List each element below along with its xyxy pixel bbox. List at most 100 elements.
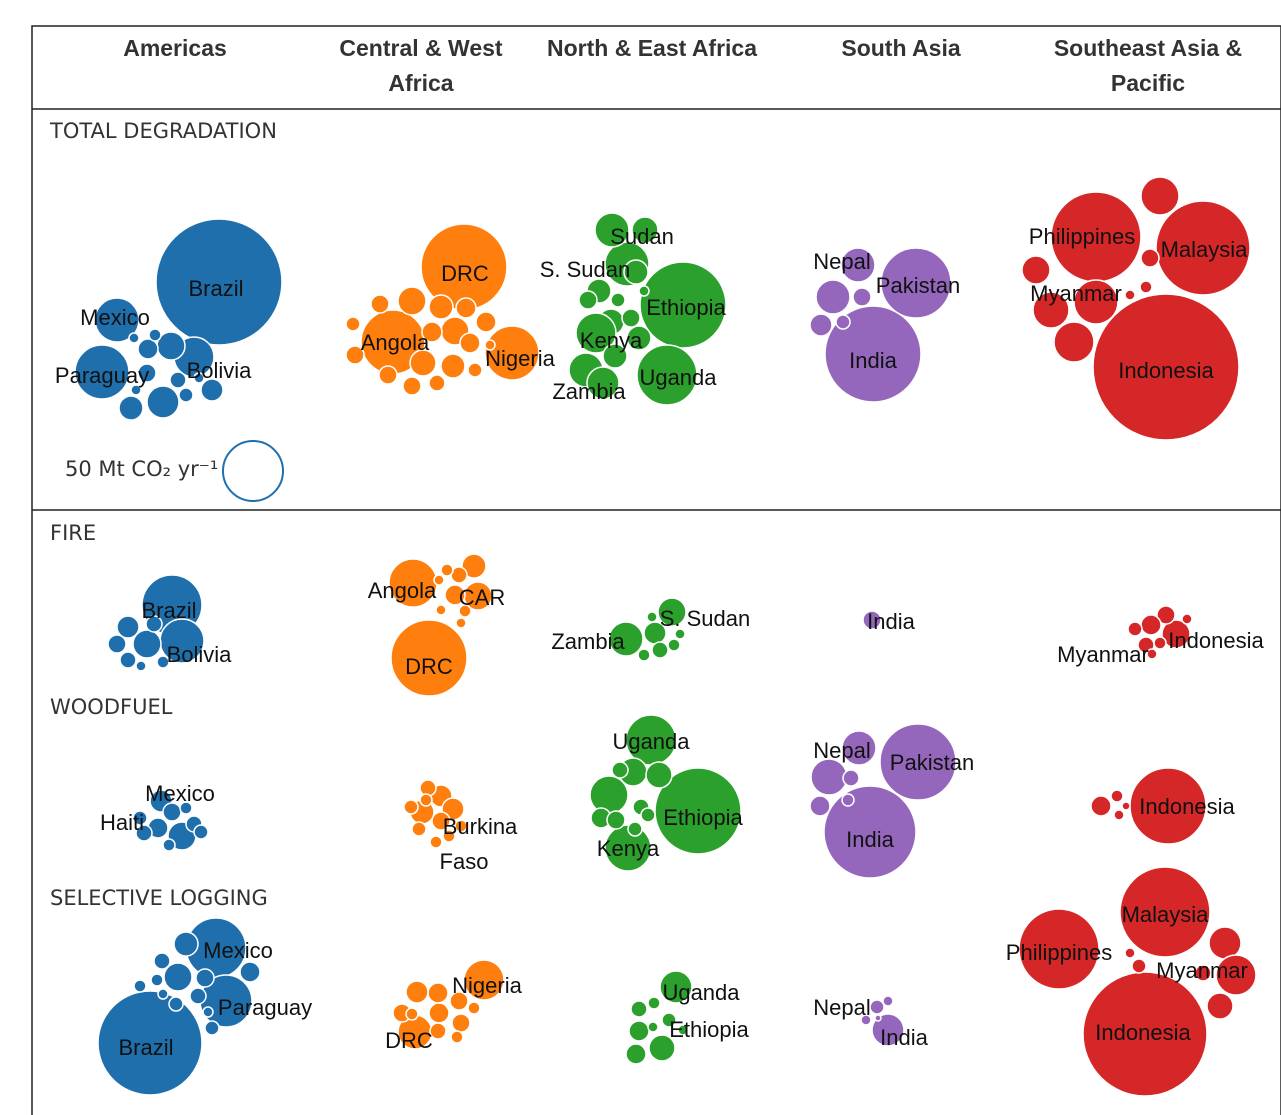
bubble-fire-southeast-asia-pacific-0 bbox=[1161, 619, 1191, 649]
bubble-selective-logging-americas-7 bbox=[189, 987, 207, 1005]
bubble-woodfuel-south-asia-6 bbox=[841, 793, 855, 807]
bubble-total-degradation-central-west-africa-14 bbox=[402, 376, 422, 396]
bubble-woodfuel-americas-8 bbox=[179, 801, 193, 815]
bubble-total-degradation-north-east-africa-1 bbox=[636, 344, 698, 406]
bubble-woodfuel-north-east-africa-5 bbox=[645, 761, 673, 789]
column-header-south-asia: South Asia bbox=[841, 35, 960, 61]
bubble-selective-logging-north-east-africa-4 bbox=[630, 1000, 648, 1018]
legend-scale-circle bbox=[222, 440, 284, 502]
bubble-total-degradation-southeast-asia-pacific-9 bbox=[1139, 280, 1153, 294]
bubble-fire-north-east-africa-6 bbox=[674, 628, 686, 640]
bubble-total-degradation-americas-5 bbox=[118, 395, 144, 421]
bubble-fire-americas-7 bbox=[156, 655, 170, 669]
bubble-selective-logging-americas-14 bbox=[202, 1006, 214, 1018]
bubble-selective-logging-southeast-asia-pacific-0 bbox=[1082, 971, 1208, 1097]
bubble-total-degradation-south-asia-3 bbox=[815, 279, 851, 315]
bubble-total-degradation-americas-13 bbox=[128, 332, 140, 344]
bubble-selective-logging-north-east-africa-3 bbox=[628, 1020, 650, 1042]
country-label-woodfuel-south-asia-0: Nepal bbox=[813, 738, 870, 763]
bubble-total-degradation-central-west-africa-3 bbox=[428, 294, 454, 320]
bubble-selective-logging-south-asia-0 bbox=[871, 1013, 905, 1047]
country-label-total-degradation-southeast-asia-pacific-2: Myanmar bbox=[1030, 281, 1122, 306]
country-label-woodfuel-americas-0: Mexico bbox=[145, 781, 215, 806]
section-title-selective-logging: SELECTIVE LOGGING bbox=[50, 886, 268, 910]
section-title-woodfuel: WOODFUEL bbox=[50, 695, 173, 719]
bubble-fire-central-west-africa-9 bbox=[455, 617, 467, 629]
bubble-selective-logging-americas-12 bbox=[133, 979, 147, 993]
section-title-fire: FIRE bbox=[50, 521, 96, 545]
bubble-total-degradation-southeast-asia-pacific-8 bbox=[1140, 248, 1160, 268]
bubble-fire-americas-4 bbox=[119, 651, 137, 669]
country-label-total-degradation-north-east-africa-0: Sudan bbox=[610, 224, 674, 249]
country-label-fire-north-east-africa-0: S. Sudan bbox=[660, 606, 751, 631]
bubble-woodfuel-americas-4 bbox=[132, 810, 148, 826]
country-label-selective-logging-north-east-africa-1: Ethiopia bbox=[669, 1017, 749, 1042]
bubble-fire-americas-5 bbox=[107, 634, 127, 654]
bubble-woodfuel-north-east-africa-3 bbox=[604, 824, 652, 872]
bubble-fire-southeast-asia-pacific-1 bbox=[1156, 605, 1176, 625]
country-label-fire-americas-1: Bolivia bbox=[167, 642, 233, 667]
country-label-total-degradation-americas-2: Paraguay bbox=[55, 363, 149, 388]
bubble-selective-logging-north-east-africa-2 bbox=[625, 1043, 647, 1065]
bubble-woodfuel-southeast-asia-pacific-2 bbox=[1110, 789, 1124, 803]
bubble-selective-logging-north-east-africa-8 bbox=[677, 1024, 689, 1036]
bubble-selective-logging-north-east-africa-7 bbox=[647, 1021, 659, 1033]
country-label-total-degradation-north-east-africa-2: Ethiopia bbox=[646, 295, 726, 320]
country-label-total-degradation-central-west-africa-1: Angola bbox=[361, 330, 430, 355]
bubble-total-degradation-americas-12 bbox=[148, 328, 162, 342]
bubble-woodfuel-americas-5 bbox=[135, 824, 153, 842]
bubble-selective-logging-central-west-africa-2 bbox=[427, 982, 449, 1004]
bubble-woodfuel-south-asia-0 bbox=[823, 785, 917, 879]
bubble-total-degradation-americas-15 bbox=[193, 372, 205, 384]
bubble-total-degradation-americas-4 bbox=[146, 385, 180, 419]
label-layer: Brazil Mexico Paraguay Bolivia DRC Angola Nige… bbox=[55, 224, 1265, 1060]
bubble-selective-logging-southeast-asia-pacific-8 bbox=[1124, 947, 1136, 959]
country-label-woodfuel-central-west-africa-0: Burkina bbox=[443, 814, 518, 839]
bubble-total-degradation-central-west-africa-2 bbox=[484, 325, 540, 381]
bubble-selective-logging-central-west-africa-3 bbox=[405, 980, 429, 1004]
country-label-woodfuel-north-east-africa-2: Kenya bbox=[597, 836, 660, 861]
bubble-total-degradation-central-west-africa-18 bbox=[345, 316, 361, 332]
bubble-total-degradation-americas-8 bbox=[137, 363, 157, 383]
bubble-selective-logging-americas-8 bbox=[168, 996, 184, 1012]
bubble-total-degradation-southeast-asia-pacific-10 bbox=[1124, 289, 1136, 301]
bubble-fire-north-east-africa-5 bbox=[667, 638, 681, 652]
bubble-selective-logging-central-west-africa-4 bbox=[449, 991, 469, 1011]
bubble-selective-logging-americas-13 bbox=[157, 988, 169, 1000]
bubble-woodfuel-central-west-africa-7 bbox=[454, 819, 468, 833]
bubble-selective-logging-north-east-africa-5 bbox=[661, 1012, 677, 1028]
bubble-total-degradation-south-asia-5 bbox=[809, 313, 833, 337]
country-label-woodfuel-central-west-africa-1: Faso bbox=[440, 849, 489, 874]
bubble-total-degradation-central-west-africa-12 bbox=[475, 311, 497, 333]
bubble-selective-logging-southeast-asia-pacific-1 bbox=[1119, 866, 1211, 958]
country-label-total-degradation-americas-0: Brazil bbox=[188, 276, 243, 301]
country-label-selective-logging-southeast-asia-pacific-0: Malaysia bbox=[1122, 902, 1210, 927]
bubble-fire-americas-6 bbox=[145, 615, 163, 633]
country-label-selective-logging-americas-1: Paraguay bbox=[218, 995, 312, 1020]
bubble-selective-logging-central-west-africa-7 bbox=[429, 1022, 447, 1040]
bubble-woodfuel-south-asia-2 bbox=[841, 730, 877, 766]
bubble-total-degradation-southeast-asia-pacific-7 bbox=[1021, 255, 1051, 285]
bubble-layer bbox=[74, 176, 1257, 1097]
bubble-woodfuel-southeast-asia-pacific-3 bbox=[1113, 809, 1125, 821]
bubble-woodfuel-central-west-africa-2 bbox=[431, 811, 451, 831]
bubble-fire-southeast-asia-pacific-3 bbox=[1127, 621, 1143, 637]
country-label-selective-logging-south-asia-0: Nepal bbox=[813, 995, 870, 1020]
bubble-total-degradation-central-west-africa-8 bbox=[421, 321, 443, 343]
bubble-fire-southeast-asia-pacific-5 bbox=[1153, 636, 1167, 650]
bubble-total-degradation-southeast-asia-pacific-0 bbox=[1092, 293, 1240, 441]
bubble-fire-americas-2 bbox=[132, 629, 162, 659]
bubble-woodfuel-north-east-africa-11 bbox=[640, 807, 656, 823]
bubble-selective-logging-south-asia-4 bbox=[874, 1014, 882, 1022]
column-header-north-east-africa: North & East Africa bbox=[547, 35, 757, 61]
bubble-woodfuel-south-asia-3 bbox=[810, 758, 848, 796]
bubble-selective-logging-north-east-africa-0 bbox=[659, 970, 693, 1004]
bubble-total-degradation-americas-2 bbox=[94, 297, 140, 343]
bubble-total-degradation-central-west-africa-15 bbox=[428, 374, 446, 392]
bubble-total-degradation-central-west-africa-7 bbox=[370, 294, 390, 314]
country-label-total-degradation-south-asia-2: India bbox=[849, 348, 897, 373]
bubble-woodfuel-central-west-africa-8 bbox=[429, 835, 443, 849]
bubble-total-degradation-central-west-africa-10 bbox=[440, 353, 466, 379]
bubble-selective-logging-americas-0 bbox=[97, 990, 203, 1096]
